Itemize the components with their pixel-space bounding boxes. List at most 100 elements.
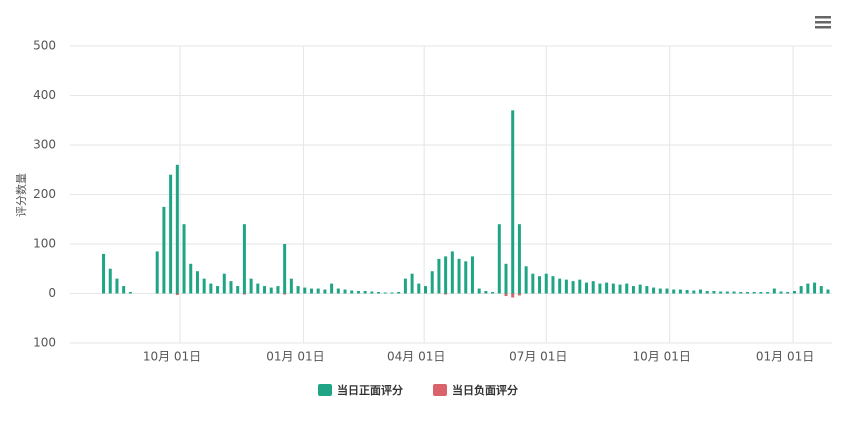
bar bbox=[524, 266, 528, 294]
bar bbox=[403, 278, 407, 294]
bar bbox=[672, 289, 676, 294]
bar bbox=[605, 282, 609, 294]
bar bbox=[484, 291, 488, 294]
bar bbox=[752, 292, 756, 294]
bar bbox=[792, 291, 796, 294]
bar bbox=[705, 291, 709, 294]
bar bbox=[658, 288, 662, 294]
bar bbox=[410, 273, 414, 294]
bar bbox=[155, 251, 159, 294]
bar bbox=[424, 286, 428, 294]
bar bbox=[511, 110, 515, 294]
bar bbox=[638, 284, 642, 294]
legend-swatch bbox=[318, 384, 332, 396]
bar bbox=[222, 273, 226, 294]
bar bbox=[303, 287, 307, 294]
bar bbox=[511, 293, 515, 298]
bar bbox=[175, 293, 179, 295]
bar bbox=[558, 278, 562, 294]
bar bbox=[678, 289, 682, 294]
bar bbox=[195, 271, 199, 294]
bar bbox=[256, 283, 260, 294]
bar bbox=[551, 276, 555, 294]
bar bbox=[108, 268, 112, 294]
bar bbox=[470, 256, 474, 294]
bar bbox=[799, 286, 803, 294]
bar bbox=[356, 291, 360, 294]
bar bbox=[739, 292, 743, 294]
bar bbox=[531, 273, 535, 294]
bar bbox=[766, 292, 770, 294]
bar bbox=[504, 293, 508, 296]
y-tick-label: 500 bbox=[33, 39, 56, 53]
bar bbox=[175, 164, 179, 294]
bar bbox=[538, 276, 542, 294]
bar bbox=[269, 287, 273, 294]
bar bbox=[806, 283, 810, 294]
bar bbox=[363, 291, 367, 294]
y-tick-label: 300 bbox=[33, 138, 56, 152]
bar bbox=[343, 289, 347, 294]
bar bbox=[491, 292, 495, 294]
bar bbox=[591, 281, 595, 294]
legend-label: 当日负面评分 bbox=[452, 383, 518, 397]
bar bbox=[437, 258, 441, 294]
menu-icon[interactable] bbox=[815, 16, 831, 29]
bar bbox=[236, 286, 240, 294]
bar bbox=[330, 283, 334, 294]
bar bbox=[370, 291, 374, 294]
bar bbox=[544, 273, 548, 294]
bar bbox=[652, 287, 656, 294]
bar bbox=[182, 224, 186, 294]
bar bbox=[209, 283, 213, 294]
bar bbox=[323, 289, 327, 294]
bar bbox=[115, 278, 119, 294]
x-tick-label: 10月 01日 bbox=[143, 350, 201, 364]
x-tick-label: 07月 01日 bbox=[509, 350, 567, 364]
bar bbox=[745, 292, 749, 294]
bar bbox=[397, 292, 401, 294]
bar bbox=[289, 278, 293, 294]
bar bbox=[564, 279, 568, 294]
bar bbox=[779, 291, 783, 294]
bar bbox=[336, 288, 340, 294]
bar bbox=[296, 286, 300, 294]
bar bbox=[625, 283, 629, 294]
bar bbox=[497, 224, 501, 294]
bar bbox=[584, 282, 588, 294]
bar bbox=[309, 288, 313, 294]
bar bbox=[786, 292, 790, 294]
bar bbox=[169, 174, 173, 294]
bar bbox=[725, 291, 729, 294]
bar bbox=[517, 293, 521, 296]
bar bbox=[283, 244, 287, 294]
y-tick-label: 100 bbox=[33, 336, 56, 350]
bar bbox=[631, 286, 635, 294]
legend-label: 当日正面评分 bbox=[337, 383, 403, 397]
bar bbox=[685, 290, 689, 294]
bar bbox=[517, 224, 521, 294]
bar bbox=[813, 282, 817, 294]
bar bbox=[316, 288, 320, 294]
bar bbox=[611, 283, 615, 294]
bar bbox=[444, 256, 448, 294]
bar bbox=[417, 283, 421, 294]
bar bbox=[598, 283, 602, 294]
y-tick-label: 100 bbox=[33, 237, 56, 251]
bar bbox=[162, 206, 166, 294]
bar bbox=[712, 291, 716, 294]
bar bbox=[390, 292, 394, 294]
bar bbox=[732, 291, 736, 294]
bar bbox=[189, 263, 193, 294]
bar bbox=[122, 286, 126, 294]
bar bbox=[504, 263, 508, 294]
bar bbox=[128, 292, 132, 294]
x-tick-label: 01月 01日 bbox=[266, 350, 324, 364]
bar bbox=[216, 286, 220, 294]
y-tick-label: 400 bbox=[33, 88, 56, 102]
bar bbox=[699, 289, 703, 294]
bar bbox=[477, 288, 481, 294]
bar bbox=[444, 293, 448, 295]
bar bbox=[645, 286, 649, 294]
bar bbox=[377, 292, 381, 294]
